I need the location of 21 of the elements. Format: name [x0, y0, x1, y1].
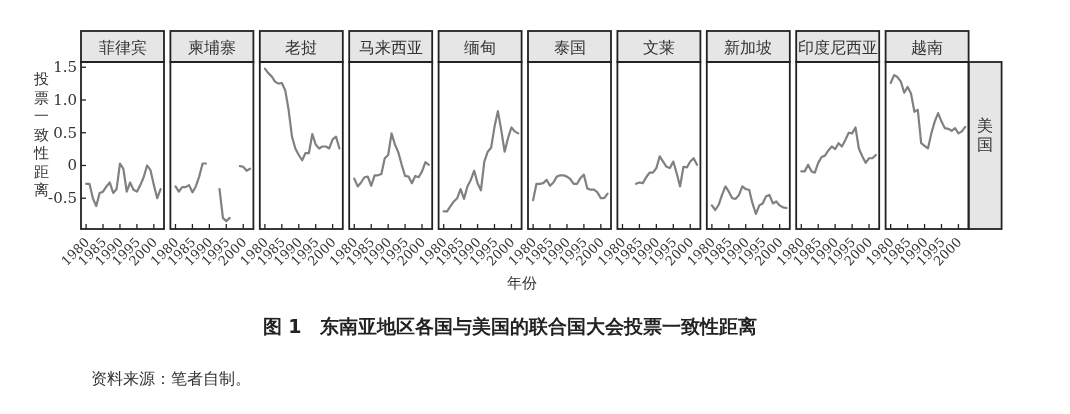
y-axis-title: 投票一致性距离	[32, 70, 49, 199]
chart-title: 柬埔寨	[187, 37, 236, 57]
y2-axis-title: 美国	[977, 115, 994, 154]
chart-title: 缅甸	[464, 37, 497, 57]
text: 资料来源：笔者自制。	[91, 369, 251, 388]
y-tick-label: -0.5	[48, 189, 77, 208]
y-tick-label: 0.5	[53, 123, 77, 142]
y-tick-label: 0	[67, 156, 77, 175]
y-tick-label: 1.5	[53, 58, 77, 77]
line-series	[84, 162, 162, 208]
chart-title: 越南	[911, 37, 944, 57]
y-tick-label: 1.0	[53, 90, 77, 109]
text: 图 1 东南亚地区各国与美国的联合国大会投票一致性距离	[262, 315, 758, 337]
chart-title: 马来西亚	[358, 37, 423, 57]
x-axis-title: 年份	[507, 274, 537, 292]
chart-title: 泰国	[553, 37, 586, 57]
chart-title: 印度尼西亚	[797, 37, 878, 57]
chart-title: 新加坡	[724, 37, 773, 57]
chart-title: 菲律宾	[98, 37, 147, 57]
chart-title: 老挝	[285, 37, 318, 57]
chart-title: 文莱	[642, 37, 675, 57]
